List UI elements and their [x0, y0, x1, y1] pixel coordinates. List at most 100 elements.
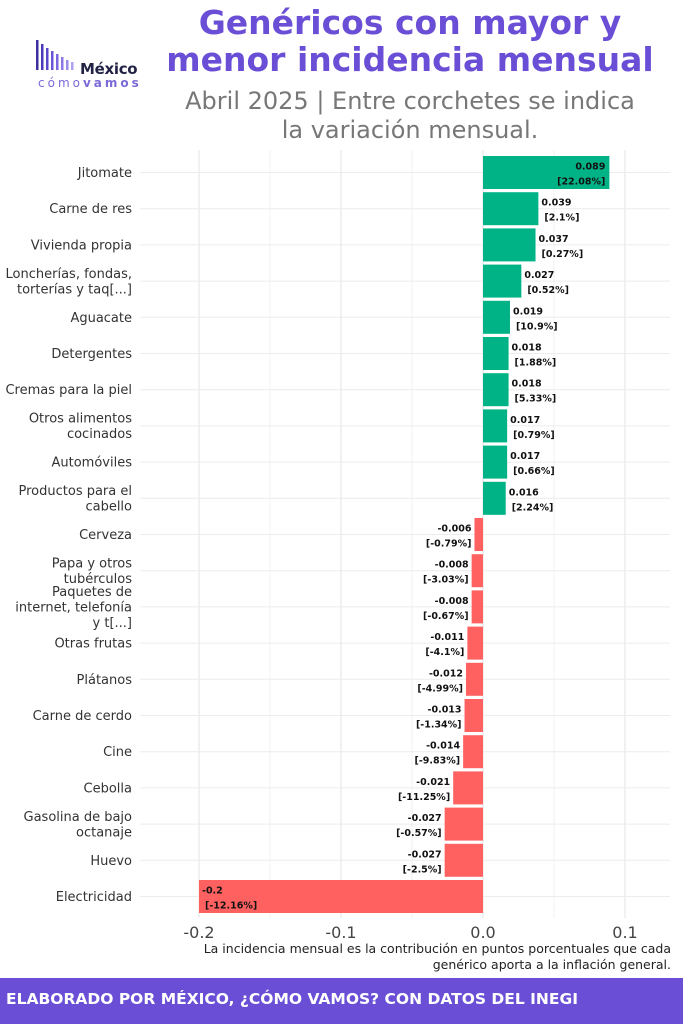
bar: [483, 481, 506, 515]
bar: [463, 735, 483, 769]
x-tick-label: 0.1: [612, 923, 637, 942]
category-label: Detergentes: [51, 347, 132, 362]
category-label: internet, telefonía: [15, 600, 132, 615]
chart-subtitle-line-1: Abril 2025 | Entre corchetes se indica: [185, 87, 635, 115]
bar: [471, 554, 483, 588]
variation-label: [-0.57%]: [396, 828, 442, 839]
variation-label: [-11.25%]: [398, 792, 450, 803]
value-label: -0.012: [429, 668, 463, 679]
value-label: 0.037: [539, 234, 569, 245]
bar-chart: Jitomate Carne de res Vivienda propia Lonch…: [5, 150, 670, 942]
bar: [483, 156, 610, 189]
value-label: -0.027: [408, 813, 442, 824]
category-label: Productos para el: [19, 484, 133, 499]
chart-title: Genéricos con mayor y menor incidencia m…: [166, 3, 654, 79]
value-label: 0.018: [512, 379, 542, 390]
category-label: Loncherías, fondas,: [6, 267, 132, 282]
category-label: Automóviles: [52, 456, 133, 471]
category-label: Papa y otros: [52, 556, 132, 571]
category-label: octanaje: [76, 825, 132, 840]
category-label: Paquetes de: [52, 585, 132, 600]
bars: [199, 156, 610, 913]
category-label: Carne de cerdo: [33, 709, 132, 724]
bar: [444, 843, 483, 877]
category-label: Jitomate: [77, 166, 132, 181]
variation-label: [22.08%]: [557, 177, 605, 188]
category-label: y t[...]: [93, 616, 132, 631]
bar: [483, 409, 508, 443]
bar: [483, 373, 509, 407]
chart-note: La incidencia mensual es la contribución…: [203, 941, 671, 972]
value-label: -0.013: [428, 705, 462, 716]
category-label: Cerveza: [79, 528, 132, 543]
bar: [464, 699, 483, 732]
category-labels: Jitomate Carne de res Vivienda propia Lonch…: [5, 166, 132, 905]
bar: [199, 880, 483, 913]
footer-bar: ELABORADO POR MÉXICO, ¿CÓMO VAMOS? CON D…: [0, 978, 683, 1024]
category-label: cabello: [85, 500, 132, 515]
bar: [467, 626, 483, 660]
bar: [474, 518, 483, 551]
category-label: Cremas para la piel: [5, 383, 132, 398]
category-label: Otras frutas: [54, 637, 132, 652]
category-label: Cebolla: [84, 781, 132, 796]
category-label: Electricidad: [56, 890, 132, 905]
x-tick-label: -0.1: [325, 923, 356, 942]
variation-label: [1.88%]: [515, 358, 557, 369]
bar: [483, 300, 510, 334]
value-labels: 0.089 [22.08%] 0.039 [2.1%] 0.037 [0.27%] 0.02…: [202, 162, 605, 912]
value-label: 0.016: [509, 487, 539, 498]
bar: [471, 590, 483, 624]
value-label: 0.017: [510, 415, 540, 426]
category-label: Plátanos: [77, 673, 133, 688]
value-label: -0.008: [435, 596, 469, 607]
variation-label: [2.24%]: [512, 502, 554, 513]
variation-label: [0.52%]: [527, 285, 569, 296]
variation-label: [-1.34%]: [416, 720, 462, 731]
value-label: -0.014: [426, 741, 460, 752]
value-label: -0.008: [435, 560, 469, 571]
category-label: Huevo: [90, 854, 132, 869]
logo-sub-bold: vamos: [82, 76, 142, 90]
logo-subtext: cómovamos: [38, 76, 142, 90]
logo-sub-light: cómo: [38, 76, 83, 90]
x-tick-label: -0.2: [183, 923, 214, 942]
variation-label: [2.1%]: [544, 213, 579, 224]
category-label: Cine: [103, 745, 132, 760]
bar: [444, 807, 483, 841]
variation-label: [-4.1%]: [425, 647, 464, 658]
value-label: 0.019: [513, 306, 543, 317]
value-label: 0.039: [541, 198, 571, 209]
variation-label: [0.79%]: [513, 430, 555, 441]
bar: [483, 228, 536, 262]
variation-label: [0.27%]: [542, 249, 584, 260]
value-label: -0.2: [202, 886, 223, 897]
value-label: 0.017: [510, 451, 540, 462]
bar: [483, 445, 508, 479]
variation-label: [-0.67%]: [423, 611, 469, 622]
bar: [483, 192, 539, 226]
value-label: 0.018: [512, 343, 542, 354]
value-label: -0.011: [430, 632, 464, 643]
category-label: Aguacate: [70, 311, 132, 326]
bar: [465, 662, 483, 696]
bar: [483, 337, 509, 370]
category-label: tubérculos: [64, 572, 133, 587]
category-label: Carne de res: [49, 202, 132, 217]
logo-bars-icon: [36, 40, 74, 70]
category-label: Gasolina de bajo: [24, 810, 133, 825]
category-label: Otros alimentos: [29, 412, 132, 427]
value-label: 0.027: [524, 270, 554, 281]
variation-label: [-0.79%]: [426, 539, 472, 550]
x-axis-ticks: -0.2 -0.1 0.0 0.1: [183, 923, 637, 942]
variation-label: [-9.83%]: [415, 756, 461, 767]
footer-credit: ELABORADO POR MÉXICO, ¿CÓMO VAMOS? CON D…: [6, 990, 578, 1008]
variation-label: [-12.16%]: [205, 901, 257, 912]
variation-label: [10.9%]: [516, 321, 558, 332]
logo-word: México: [80, 60, 138, 78]
variation-label: [5.33%]: [515, 394, 557, 405]
value-label: -0.021: [416, 777, 450, 788]
value-label: -0.027: [408, 849, 442, 860]
bar: [483, 264, 522, 298]
category-label: Vivienda propia: [31, 238, 132, 253]
